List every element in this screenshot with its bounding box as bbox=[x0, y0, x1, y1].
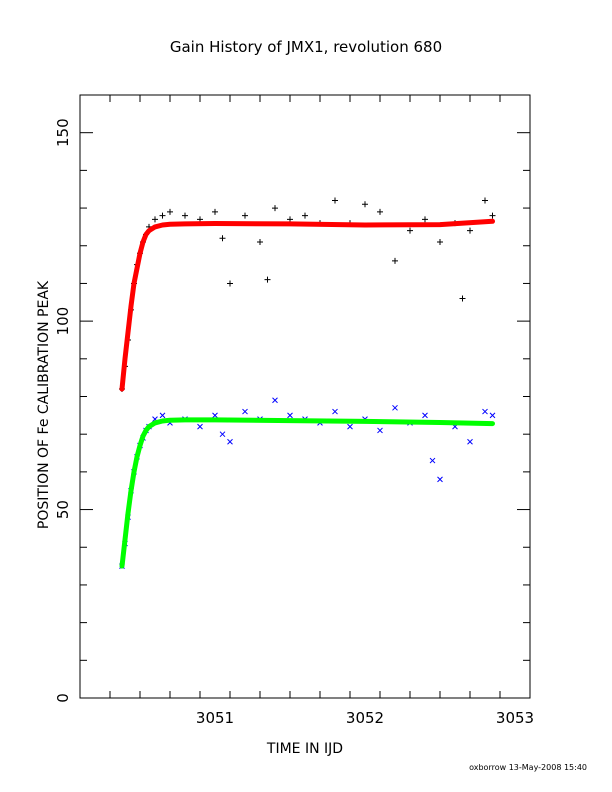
axis-tick-labels: 3051 3052 3053 0 50 100 150 bbox=[54, 118, 534, 727]
data-point-cross bbox=[242, 408, 248, 415]
x-tick-label: 3053 bbox=[496, 709, 534, 727]
data-point-cross bbox=[429, 457, 436, 464]
data-point-plus bbox=[437, 238, 443, 245]
data-point-cross bbox=[197, 423, 203, 430]
data-point-plus bbox=[212, 208, 218, 215]
data-point-plus bbox=[219, 235, 226, 242]
data-point-plus bbox=[332, 197, 338, 204]
x-tick-label: 3052 bbox=[346, 709, 384, 727]
data-point-cross bbox=[467, 438, 473, 445]
data-point-plus bbox=[467, 227, 473, 234]
axis-ticks bbox=[80, 95, 530, 698]
data-point-cross bbox=[219, 431, 226, 438]
y-tick-label: 150 bbox=[54, 118, 72, 147]
plot-frame bbox=[79, 94, 531, 699]
fit-line-2 bbox=[119, 218, 495, 392]
data-point-plus bbox=[167, 208, 173, 215]
data-point-cross bbox=[422, 412, 428, 419]
data-point-plus bbox=[482, 197, 488, 204]
data-point-cross bbox=[332, 408, 338, 415]
data-point-plus bbox=[152, 216, 158, 223]
data-point-plus bbox=[287, 216, 293, 223]
y-tick-label: 0 bbox=[54, 693, 72, 703]
x-tick-label: 3051 bbox=[196, 709, 234, 727]
data-point-plus bbox=[302, 212, 308, 219]
fit-line-3 bbox=[119, 417, 495, 569]
data-point-plus bbox=[264, 276, 271, 283]
data-point-cross bbox=[227, 438, 233, 445]
data-point-plus bbox=[489, 212, 496, 219]
data-point-plus bbox=[362, 201, 368, 208]
data-point-cross bbox=[287, 412, 293, 419]
data-point-cross bbox=[489, 412, 496, 419]
data-point-plus bbox=[159, 212, 166, 219]
footer-stamp: oxborrow 13-May-2008 15:40 bbox=[469, 763, 587, 772]
data-point-cross bbox=[482, 408, 488, 415]
data-point-plus bbox=[377, 208, 383, 215]
data-point-cross bbox=[437, 476, 443, 483]
data-point-cross bbox=[392, 404, 398, 411]
chart-title: Gain History of JMX1, revolution 680 bbox=[170, 38, 442, 56]
y-tick-label: 100 bbox=[54, 307, 72, 336]
data-point-plus bbox=[407, 227, 413, 234]
data-point-cross bbox=[377, 427, 383, 434]
data-point-cross bbox=[347, 423, 353, 430]
chart-marks bbox=[119, 197, 496, 569]
y-axis-label: POSITION OF Fe CALIBRATION PEAK bbox=[36, 280, 52, 529]
y-tick-label: 50 bbox=[54, 500, 72, 519]
data-point-plus bbox=[227, 280, 233, 287]
data-point-plus bbox=[257, 238, 263, 245]
x-axis-label: TIME IN IJD bbox=[266, 741, 343, 757]
data-point-cross bbox=[212, 412, 218, 419]
data-point-plus bbox=[459, 295, 466, 302]
data-point-plus bbox=[242, 212, 248, 219]
data-point-plus bbox=[182, 212, 188, 219]
data-point-cross bbox=[159, 412, 166, 419]
data-point-plus bbox=[422, 216, 428, 223]
data-point-cross bbox=[272, 397, 278, 404]
data-point-plus bbox=[392, 257, 398, 264]
data-point-plus bbox=[272, 205, 278, 212]
